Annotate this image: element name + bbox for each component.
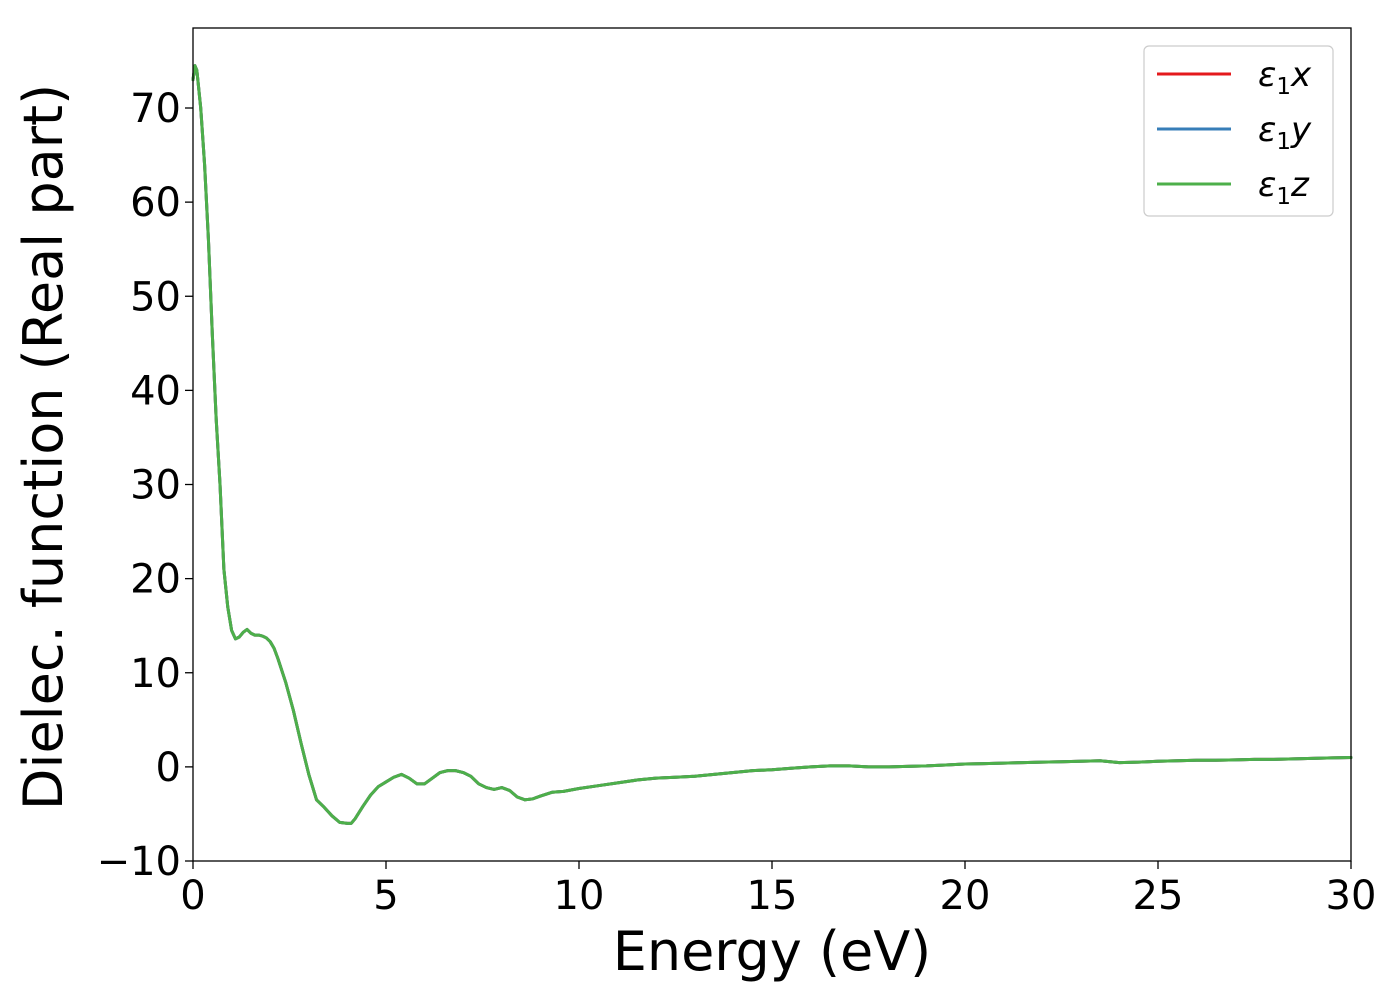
legend-axis: z [1290, 165, 1310, 205]
legend-axis: y [1290, 110, 1312, 150]
legend-label-3: ε1z [1258, 165, 1310, 210]
x-tick-label: 25 [1133, 873, 1184, 919]
y-axis: −10 0 10 20 30 40 50 60 70 [97, 86, 193, 885]
y-tick-label: 20 [130, 557, 181, 603]
x-tick-label: 20 [940, 873, 991, 919]
legend-symbol: ε [1258, 110, 1276, 150]
y-axis-title: Dielec. function (Real part) [12, 84, 75, 810]
legend-label-2: ε1y [1258, 110, 1312, 155]
y-tick-label: 0 [156, 745, 181, 791]
legend-symbol: ε [1258, 165, 1276, 205]
x-tick-label: 10 [554, 873, 605, 919]
y-tick-label: 40 [130, 368, 181, 414]
legend-label-1: ε1x [1258, 55, 1312, 100]
x-tick-label: 0 [180, 873, 205, 919]
x-tick-label: 5 [373, 873, 398, 919]
x-tick-label: 15 [747, 873, 798, 919]
x-axis: 0 5 10 15 20 25 30 [180, 861, 1376, 919]
y-tick-label: 30 [130, 463, 181, 509]
legend-axis: x [1290, 55, 1312, 95]
y-tick-label: 50 [130, 274, 181, 320]
y-tick-label: 60 [130, 180, 181, 226]
legend-subscript: 1 [1276, 74, 1291, 100]
series-layer [191, 64, 1353, 825]
legend-box [1143, 45, 1334, 217]
legend-symbol: ε [1258, 55, 1276, 95]
y-tick-label: 10 [130, 651, 181, 697]
x-tick-label: 30 [1326, 873, 1377, 919]
legend-subscript: 1 [1276, 184, 1291, 210]
series-line-3 [191, 64, 1353, 825]
y-tick-label: 70 [130, 86, 181, 132]
y-tick-label: −10 [97, 839, 181, 885]
x-axis-title: Energy (eV) [613, 920, 932, 983]
legend-subscript: 1 [1276, 129, 1291, 155]
